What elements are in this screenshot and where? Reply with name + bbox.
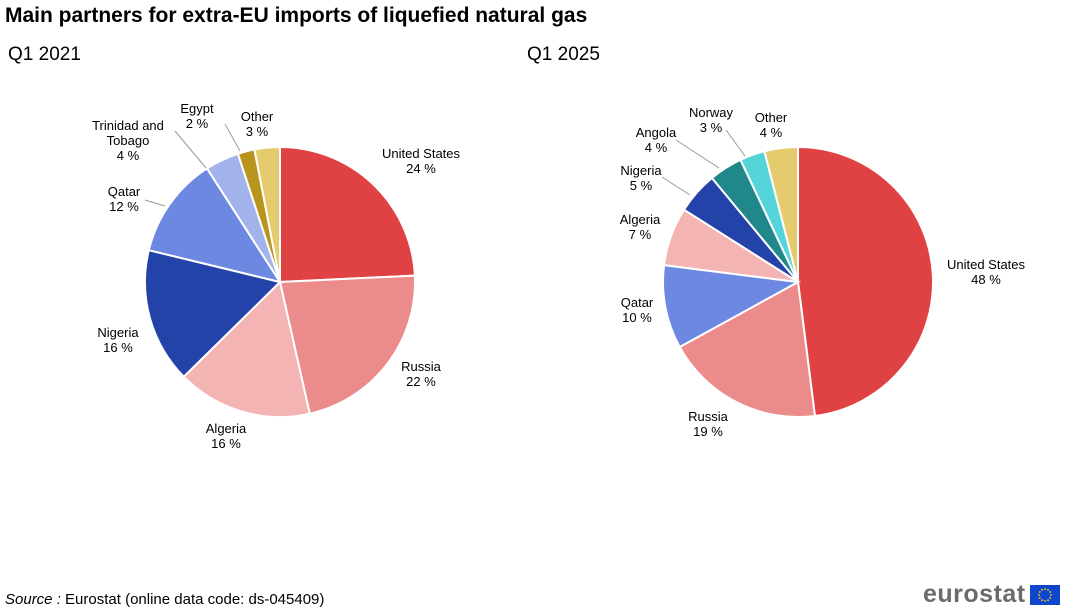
pie-slice-algeria <box>182 280 311 418</box>
slice-label-algeria: Algeria 16 % <box>206 421 247 451</box>
pie-slice-qatar <box>662 263 802 349</box>
slice-label-qatar: Qatar 12 % <box>108 184 141 214</box>
chart-title-q1-2021: Q1 2021 <box>8 44 81 65</box>
source-label: Source : <box>5 591 61 608</box>
slice-label-egypt: Egypt 2 % <box>180 101 214 131</box>
leader-line-nigeria <box>661 176 691 196</box>
leader-line-egypt <box>224 123 241 152</box>
leader-line-angola <box>675 139 720 169</box>
pie-chart-q1-2025: United States 48 % Russia 19 % Qatar 10 % Alge… <box>620 105 1026 439</box>
leader-line-trinidad-and-tobago <box>174 130 207 169</box>
slice-label-nigeria: Nigeria 16 % <box>97 325 139 355</box>
pie-slice-russia <box>278 274 416 415</box>
chart-title-q1-2025: Q1 2025 <box>527 44 600 65</box>
slice-label-other: Other 4 % <box>755 110 788 140</box>
slice-label-russia: Russia 22 % <box>401 359 442 389</box>
source-text: Eurostat (online data code: ds-045409) <box>65 591 325 608</box>
pie-slice-united-states <box>797 145 934 418</box>
pie-slice-other <box>253 145 281 283</box>
slice-label-algeria: Algeria 7 % <box>620 212 661 242</box>
slice-label-united-states: United States 48 % <box>947 257 1026 287</box>
eu-flag-icon <box>1029 584 1060 605</box>
source-note: Source : Eurostat (online data code: ds-… <box>5 591 324 608</box>
pie-slice-united-states <box>279 145 416 284</box>
slice-label-qatar: Qatar 10 % <box>621 295 654 325</box>
pie-chart-q1-2021: United States 24 % Russia 22 % Algeria 16 % Ni… <box>92 101 460 451</box>
slice-label-other: Other 3 % <box>241 109 274 139</box>
slice-label-trinidad-and-tobago: Trinidad and Tobago 4 % <box>92 118 164 163</box>
pie-slice-nigeria <box>144 248 282 379</box>
slice-label-nigeria: Nigeria 5 % <box>620 163 662 193</box>
page-title: Main partners for extra-EU imports of li… <box>5 4 588 27</box>
leader-line-qatar <box>144 199 166 207</box>
pie-slice-other <box>763 145 799 283</box>
logo-text: eurostat <box>923 580 1026 608</box>
eurostat-logo: eurostat <box>923 580 1060 609</box>
slice-label-angola: Angola 4 % <box>636 125 677 155</box>
slice-label-united-states: United States 24 % <box>382 146 461 176</box>
pie-slice-russia <box>678 280 817 418</box>
slice-label-russia: Russia 19 % <box>688 409 729 439</box>
pie-slice-qatar <box>147 167 283 284</box>
slice-label-norway: Norway 3 % <box>689 105 734 135</box>
leader-line-norway <box>725 129 746 157</box>
